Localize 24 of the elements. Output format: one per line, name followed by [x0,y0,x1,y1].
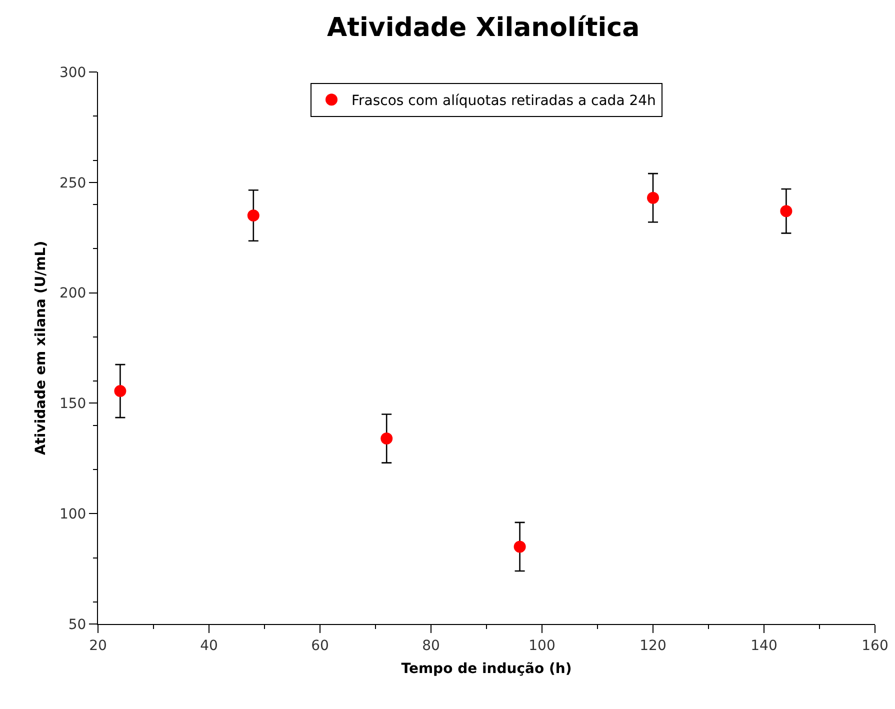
y-tick-label: 50 [68,616,86,633]
point [114,385,126,398]
x-tick-label: 160 [862,638,888,654]
legend-label: Frascos com alíquotas retiradas a cada 24h [352,93,656,110]
point [514,540,526,553]
y-tick-label: 100 [59,506,86,522]
x-tick-label: 140 [750,638,778,654]
x-tick-label: 60 [311,638,329,654]
x-axis-title: Tempo de indução (h) [401,661,572,678]
point [780,205,792,218]
x-tick-label: 100 [528,638,556,654]
y-tick-label: 250 [59,175,86,192]
y-tick-label: 300 [59,64,86,81]
x-tick-label: 120 [640,638,666,654]
y-axis-title: Atividade em xilana (U/mL) [33,240,50,456]
x-tick-label: 20 [89,638,107,654]
y-tick-label: 200 [59,286,86,302]
chart-title: Atividade Xilanolítica [326,12,640,43]
x-tick-label: 40 [200,638,218,654]
point [247,210,260,222]
point [647,192,659,204]
point [380,432,393,445]
x-tick-label: 80 [422,638,440,654]
y-tick-label: 150 [59,396,86,412]
